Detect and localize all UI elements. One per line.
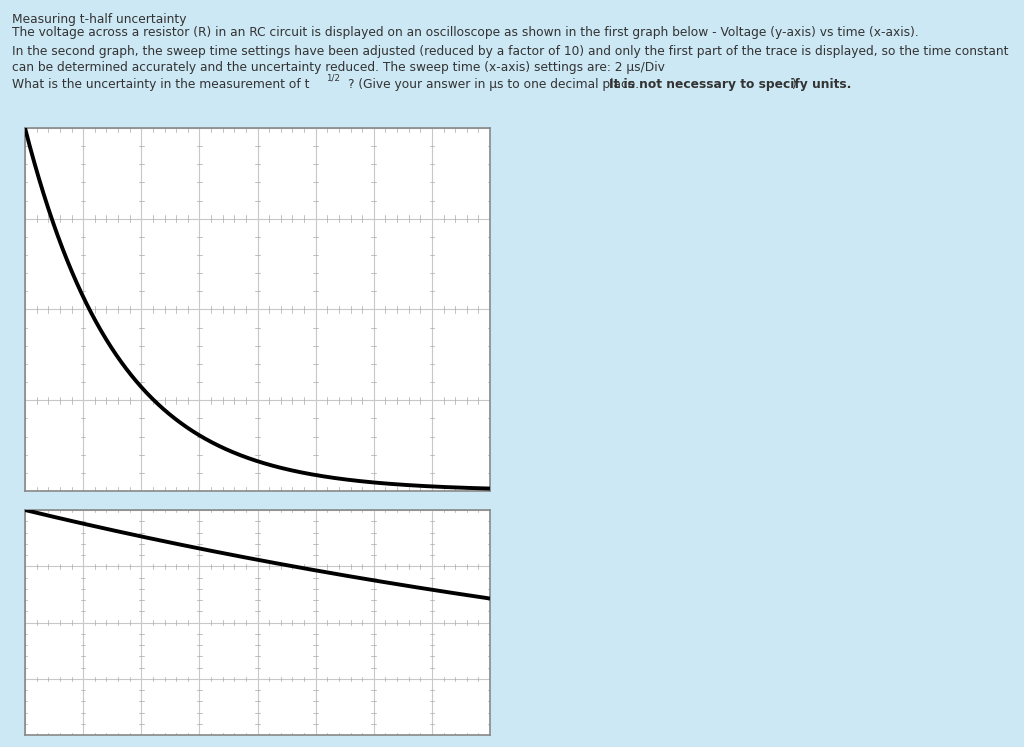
Text: In the second graph, the sweep time settings have been adjusted (reduced by a fa: In the second graph, the sweep time sett…: [12, 45, 1009, 58]
Text: What is the uncertainty in the measurement of t: What is the uncertainty in the measureme…: [12, 78, 310, 90]
Text: ): ): [792, 78, 797, 90]
Text: The voltage across a resistor (R) in an RC circuit is displayed on an oscillosco: The voltage across a resistor (R) in an …: [12, 26, 919, 39]
Text: It is not necessary to specify units.: It is not necessary to specify units.: [609, 78, 852, 90]
Text: can be determined accurately and the uncertainty reduced. The sweep time (x-axis: can be determined accurately and the unc…: [12, 61, 666, 74]
Text: Measuring t-half uncertainty: Measuring t-half uncertainty: [12, 13, 186, 26]
Text: 1/2: 1/2: [326, 74, 340, 83]
Text: ? (Give your answer in μs to one decimal place.: ? (Give your answer in μs to one decimal…: [348, 78, 643, 90]
